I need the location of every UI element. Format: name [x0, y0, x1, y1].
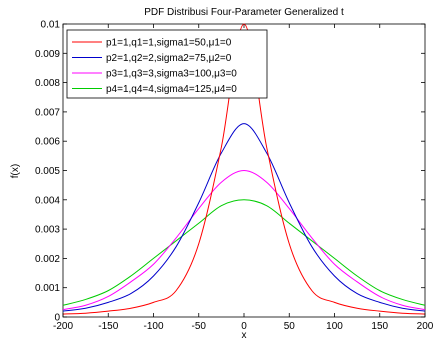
legend-box [66, 29, 268, 99]
legend-label-1: p1=1,q1=1,sigma1=50,μ1=0 [106, 38, 232, 49]
y-tick-label: 0.01 [41, 20, 61, 31]
y-axis-label: f(x) [10, 164, 21, 178]
x-axis-ticks: -200 -150 -100 -50 0 50 100 150 200 [53, 24, 434, 332]
y-tick-label: 0.007 [35, 107, 60, 118]
x-tick-label: 0 [241, 321, 247, 332]
y-tick-label: 0.004 [35, 195, 60, 206]
x-tick-label: -200 [53, 321, 73, 332]
legend: p1=1,q1=1,sigma1=50,μ1=0 p2=1,q2=2,sigma2… [66, 29, 268, 99]
y-tick-label: 0.006 [35, 137, 60, 148]
x-tick-label: 100 [326, 321, 343, 332]
x-tick-label: 150 [371, 321, 388, 332]
legend-label-3: p3=1,q3=3,sigma3=100,μ3=0 [106, 69, 237, 80]
x-tick-label: -100 [143, 321, 163, 332]
y-tick-label: 0.005 [35, 166, 60, 177]
y-tick-label: 0.001 [35, 283, 60, 294]
x-tick-label: 50 [284, 321, 296, 332]
y-tick-label: 0 [54, 313, 60, 324]
y-tick-label: 0.003 [35, 225, 60, 236]
x-tick-label: -50 [192, 321, 207, 332]
y-axis-ticks: 0 0.001 0.002 0.003 0.004 0.005 0.006 0.007 0.00… [35, 20, 425, 324]
chart-title: PDF Distribusi Four-Parameter Generalize… [144, 7, 344, 18]
legend-label-2: p2=1,q2=2,sigma2=75,μ2=0 [106, 53, 232, 64]
y-tick-label: 0.009 [35, 49, 60, 60]
series-line-3 [62, 169, 426, 311]
x-tick-label: 200 [417, 321, 434, 332]
y-tick-label: 0.008 [35, 78, 60, 89]
series-line-4 [62, 199, 426, 306]
series-line-2 [62, 123, 426, 312]
x-tick-label: -150 [98, 321, 118, 332]
legend-label-4: p4=1,q4=4,sigma4=125,μ4=0 [106, 84, 237, 95]
x-axis-label: x [242, 330, 247, 341]
y-tick-label: 0.002 [35, 254, 60, 265]
